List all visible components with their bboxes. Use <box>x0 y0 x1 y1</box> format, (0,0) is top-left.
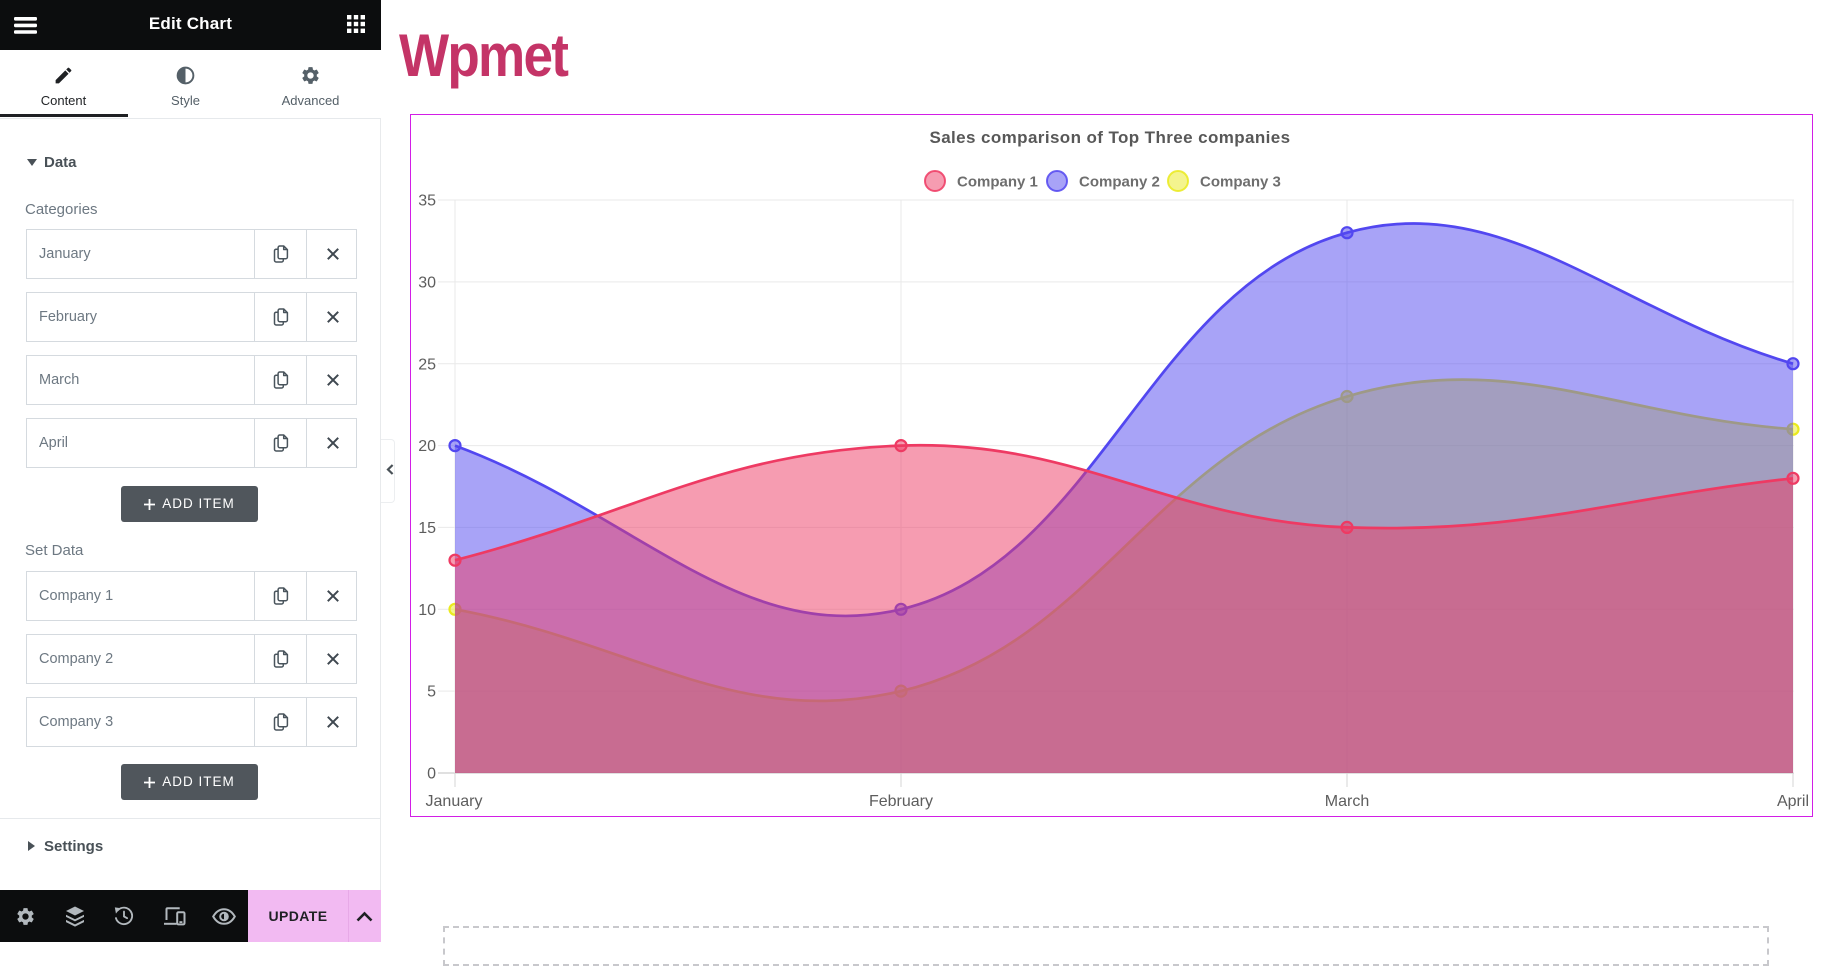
svg-text:Company 2: Company 2 <box>1079 174 1160 191</box>
svg-text:25: 25 <box>418 356 436 373</box>
svg-text:Sales comparison of Top Three: Sales comparison of Top Three companies <box>929 128 1290 147</box>
svg-text:20: 20 <box>418 438 436 455</box>
svg-text:5: 5 <box>427 684 436 701</box>
svg-text:0: 0 <box>427 766 436 783</box>
svg-text:10: 10 <box>418 602 436 619</box>
svg-text:15: 15 <box>418 520 436 537</box>
svg-text:March: March <box>1325 793 1369 810</box>
svg-text:35: 35 <box>418 193 436 210</box>
svg-text:30: 30 <box>418 275 436 292</box>
svg-text:Company 1: Company 1 <box>957 174 1038 191</box>
svg-text:January: January <box>426 793 483 810</box>
svg-text:April: April <box>1777 793 1809 810</box>
svg-text:February: February <box>869 793 933 810</box>
svg-text:Company 3: Company 3 <box>1200 174 1281 191</box>
